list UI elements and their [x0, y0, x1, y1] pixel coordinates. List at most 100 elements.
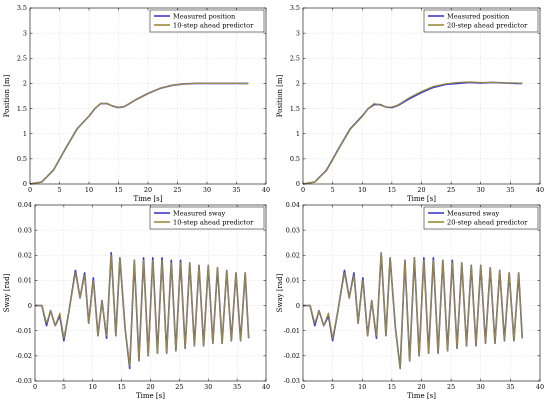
x-tick-label: 30 [203, 186, 211, 194]
x-tick-label: 20 [417, 383, 425, 391]
x-tick-label: 10 [358, 383, 366, 391]
legend-entry: 20-step ahead predictor [447, 218, 528, 226]
series-line-predictor [29, 82, 249, 185]
y-tick-label: 2.5 [290, 54, 300, 62]
legend-entry: 10-step ahead predictor [173, 218, 254, 226]
x-tick-label: 0 [28, 186, 32, 194]
x-axis-label: Time [s] [134, 195, 163, 203]
legend-entry: Measured position [173, 12, 236, 20]
y-tick-label: 1 [296, 130, 300, 138]
panel-bottom-left: 0 5 10 15 20 25 30 35 40 -0.03 -0.02 -0.01 0 0.01 0.02… [3, 201, 270, 400]
x-tick-label: 35 [232, 186, 240, 194]
y-tick-label: 2 [296, 80, 300, 88]
y-tick-label: 0.5 [290, 155, 300, 163]
y-tick-label: -0.01 [16, 327, 32, 335]
y-tick-label: 0 [23, 180, 27, 188]
y-tick-label: -0.01 [284, 327, 300, 335]
x-tick-label: 0 [33, 383, 37, 391]
y-axis-label: Sway [rad] [3, 273, 11, 312]
x-tick-label: 30 [204, 383, 212, 391]
y-axis-label: Position [m] [276, 74, 284, 117]
x-tick-label: 0 [301, 383, 305, 391]
x-tick-label: 15 [114, 186, 122, 194]
x-tick-label: 30 [477, 383, 485, 391]
x-tick-label: 15 [118, 383, 126, 391]
x-tick-label: 40 [262, 383, 270, 391]
y-tick-label: 1.5 [17, 105, 27, 113]
y-tick-label: 0.02 [18, 251, 32, 259]
x-tick-label: 10 [85, 186, 93, 194]
x-tick-label: 5 [331, 383, 335, 391]
y-tick-label: 2 [23, 80, 27, 88]
x-tick-label: 35 [506, 383, 514, 391]
x-tick-label: 20 [146, 383, 154, 391]
x-tick-label: 40 [536, 186, 544, 194]
legend-entry: Measured sway [173, 209, 226, 217]
x-tick-label: 10 [89, 383, 97, 391]
x-tick-label: 25 [447, 186, 455, 194]
y-tick-label: 0 [296, 302, 300, 310]
y-tick-label: 0 [28, 302, 32, 310]
y-tick-label: -0.03 [284, 377, 300, 385]
series-line-predictor [35, 254, 250, 367]
y-tick-label: 0.01 [18, 277, 32, 285]
x-tick-label: 20 [144, 186, 152, 194]
series-line-predictor [303, 252, 523, 370]
y-tick-label: 1.5 [290, 105, 300, 113]
x-tick-label: 25 [173, 186, 181, 194]
y-axis-label: Position [m] [3, 74, 11, 117]
y-tick-label: 3 [296, 29, 300, 37]
y-tick-label: 3.5 [290, 4, 300, 12]
y-axis-label: Sway [rad] [276, 273, 284, 312]
y-tick-label: 0.04 [286, 201, 300, 209]
panel-top-right: 0 5 10 15 20 25 30 35 40 0 0.5 1 1.5 2 2.5 3 3.5 Time [s]… [276, 4, 544, 203]
panel-top-left: 0 5 10 15 20 25 30 35 40 0 0.5 1 1.5 2 2.5 3 3.5 Time [s]… [3, 4, 270, 203]
x-tick-label: 0 [301, 186, 305, 194]
y-tick-label: 0 [296, 180, 300, 188]
x-axis-label: Time [s] [407, 392, 436, 400]
x-tick-label: 5 [331, 186, 335, 194]
legend-box [423, 206, 539, 230]
x-tick-label: 20 [417, 186, 425, 194]
y-tick-label: 0.01 [286, 277, 300, 285]
x-tick-label: 10 [358, 186, 366, 194]
x-tick-label: 40 [536, 383, 544, 391]
legend-entry: 10-step ahead predictor [173, 21, 254, 29]
x-axis-label: Time [s] [136, 392, 165, 400]
x-tick-label: 30 [477, 186, 485, 194]
x-tick-label: 5 [62, 383, 66, 391]
x-tick-label: 25 [447, 383, 455, 391]
y-tick-label: 0.03 [286, 226, 300, 234]
legend-entry: 20-step ahead predictor [447, 21, 528, 29]
x-axis-label: Time [s] [407, 195, 436, 203]
x-tick-label: 35 [233, 383, 241, 391]
y-tick-label: 3.5 [17, 4, 27, 12]
x-tick-label: 15 [388, 186, 396, 194]
series-line-predictor [302, 81, 523, 185]
y-tick-label: 1 [23, 130, 27, 138]
x-tick-label: 35 [506, 186, 514, 194]
y-tick-label: 0.04 [18, 201, 32, 209]
x-tick-label: 5 [57, 186, 61, 194]
panel-bottom-right: 0 5 10 15 20 25 30 35 40 -0.03 -0.02 -0.01 0 0.01 0.02… [276, 201, 544, 400]
legend-box [149, 9, 265, 33]
y-tick-label: 3 [23, 29, 27, 37]
y-tick-label: 0.02 [286, 251, 300, 259]
legend-box [149, 206, 265, 230]
y-tick-label: -0.02 [16, 352, 32, 360]
x-tick-label: 40 [262, 186, 270, 194]
x-tick-label: 15 [388, 383, 396, 391]
legend-entry: Measured position [447, 12, 510, 20]
y-tick-label: 0.5 [17, 155, 27, 163]
legend-entry: Measured sway [447, 209, 500, 217]
x-tick-label: 25 [175, 383, 183, 391]
y-tick-label: 0.03 [18, 226, 32, 234]
y-tick-label: -0.02 [284, 352, 300, 360]
y-tick-label: 2.5 [17, 54, 27, 62]
legend-box [423, 9, 539, 33]
